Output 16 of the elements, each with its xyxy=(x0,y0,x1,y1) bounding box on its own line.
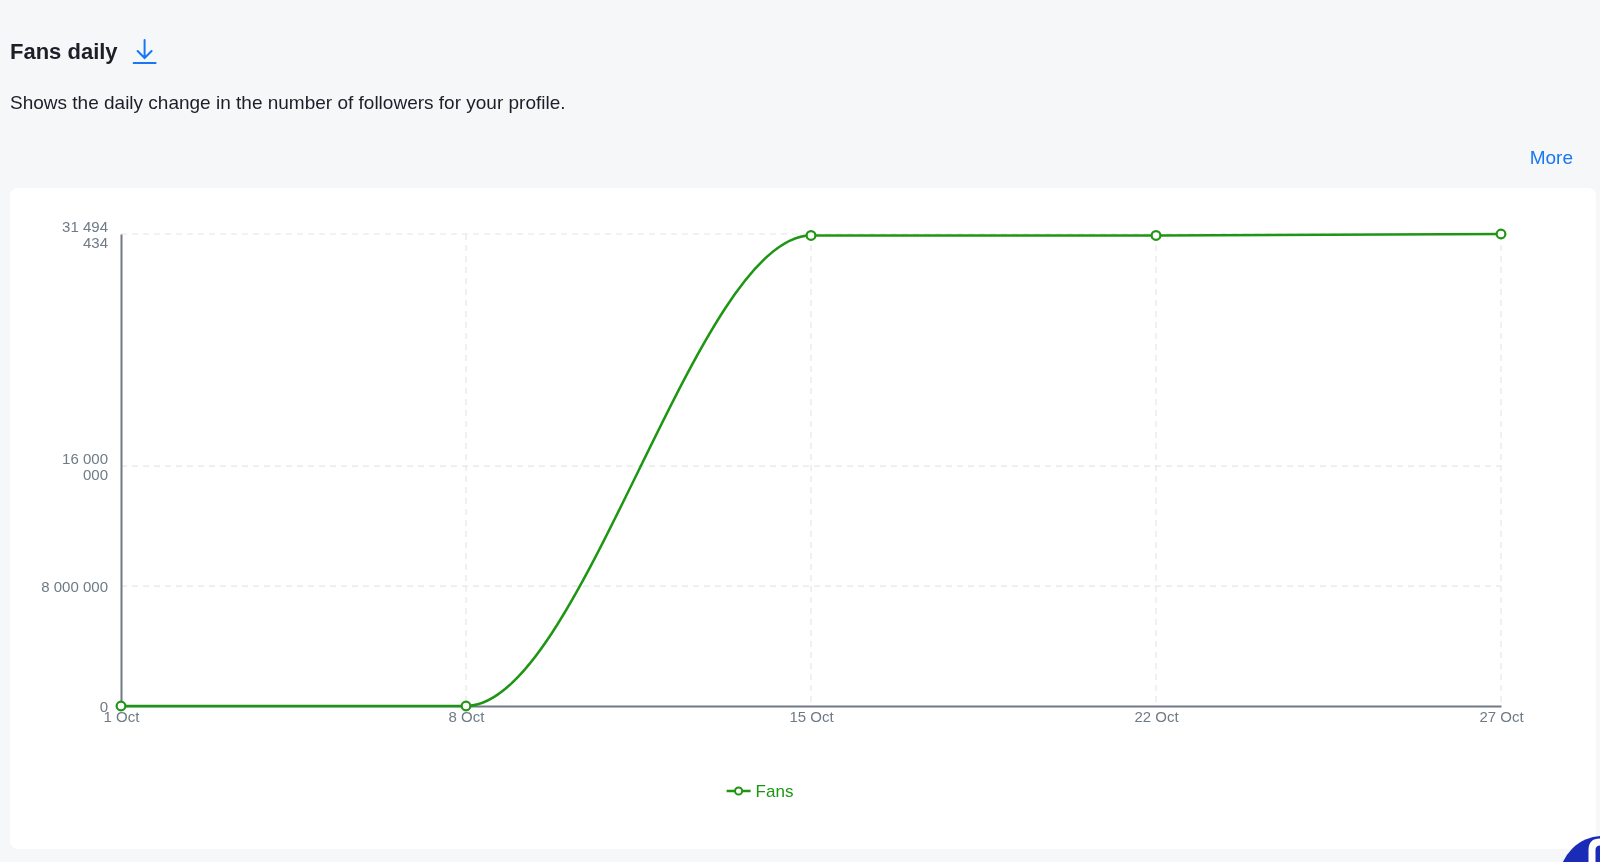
point xyxy=(805,229,817,241)
x-tick-label: 15 Oct xyxy=(789,707,835,725)
point xyxy=(115,700,127,712)
chart-subtitle: Shows the daily change in the number of followers for your profile. xyxy=(10,92,566,113)
y-tick-label: 8 000 000 xyxy=(41,577,108,595)
legend-label: Fans xyxy=(755,781,794,801)
x-tick-label: 22 Oct xyxy=(1134,707,1180,725)
x-tick-label: 8 Oct xyxy=(448,707,486,725)
chart-title: Fans daily xyxy=(10,39,119,64)
point xyxy=(460,700,472,712)
y-tick-label: 31 494 434 xyxy=(62,217,108,251)
text: More xyxy=(1529,147,1573,168)
point xyxy=(1150,229,1162,241)
point xyxy=(1495,228,1507,240)
y-tick-label: 16 000 000 xyxy=(62,449,108,483)
x-tick-label: 27 Oct xyxy=(1479,707,1525,725)
